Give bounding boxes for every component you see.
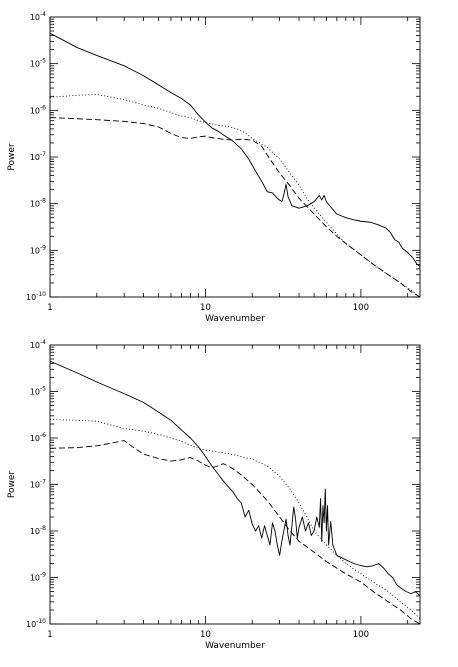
y-tick-label: 10-8 [30, 198, 46, 209]
series-line-solid [50, 32, 420, 267]
series-line-dashed [50, 440, 420, 624]
y-tick-exponent: -6 [40, 432, 46, 439]
y-tick-label: 10-8 [30, 525, 46, 536]
x-tick-label: 10 [200, 303, 211, 313]
y-tick-exponent: -9 [40, 572, 46, 579]
chart-panel-2: 1 10 100 10-10 10-9 10-8 10-7 10-6 10-5 10-4 Waven… [7, 339, 421, 651]
y-axis-ticks: 10-10 10-9 10-8 10-7 10-6 10-5 10-4 [26, 339, 420, 629]
y-tick-exponent: -10 [36, 618, 46, 625]
y-tick-exponent: -4 [40, 11, 46, 18]
y-tick-exponent: -7 [40, 151, 46, 158]
x-axis-label: Wavenumber [205, 641, 265, 651]
y-tick-label: 10-6 [30, 104, 46, 115]
x-axis-label: Wavenumber [205, 314, 265, 324]
x-tick-label: 100 [353, 303, 369, 313]
x-axis-ticks: 1 10 100 [47, 345, 409, 640]
series-line-dashed [50, 117, 420, 297]
y-tick-label: 10-7 [30, 151, 46, 162]
y-tick-label: 10-10 [26, 618, 46, 629]
y-tick-label: 10-4 [30, 339, 46, 350]
y-tick-exponent: -5 [40, 58, 46, 65]
x-tick-label: 1 [47, 630, 52, 640]
x-tick-label: 100 [353, 630, 369, 640]
x-axis-ticks: 1 10 100 [47, 17, 409, 313]
series-line-solid [50, 360, 420, 597]
series-line-dotted [50, 93, 420, 297]
y-tick-exponent: -5 [40, 386, 46, 393]
x-tick-label: 1 [47, 303, 52, 313]
y-tick-exponent: -7 [40, 479, 46, 486]
y-tick-exponent: -8 [40, 525, 46, 532]
y-axis-label: Power [7, 471, 17, 499]
y-tick-exponent: -4 [40, 339, 46, 346]
y-tick-label: 10-10 [26, 291, 46, 302]
y-axis-label: Power [7, 143, 17, 171]
y-tick-label: 10-7 [30, 479, 46, 490]
y-axis-ticks: 10-10 10-9 10-8 10-7 10-6 10-5 10-4 [26, 11, 420, 302]
chart-panel-1: 1 10 100 10-10 10-9 10-8 10-7 10-6 10-5 10-4 Waven… [7, 11, 421, 324]
y-tick-exponent: -8 [40, 198, 46, 205]
y-tick-exponent: -6 [40, 104, 46, 111]
y-tick-label: 10-5 [30, 386, 46, 397]
y-tick-label: 10-4 [30, 11, 46, 22]
series-line-dotted [50, 419, 420, 620]
y-tick-label: 10-9 [30, 572, 46, 583]
y-tick-exponent: -9 [40, 244, 46, 251]
y-tick-exponent: -10 [36, 291, 46, 298]
y-tick-label: 10-9 [30, 244, 46, 255]
x-tick-label: 10 [200, 630, 211, 640]
y-tick-label: 10-5 [30, 58, 46, 69]
y-tick-label: 10-6 [30, 432, 46, 443]
